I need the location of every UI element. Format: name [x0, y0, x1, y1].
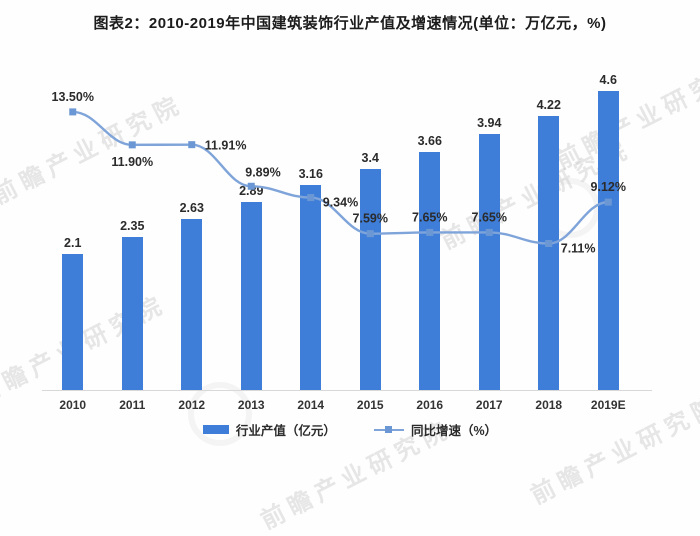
x-tick-label: 2011 [119, 398, 146, 412]
bar-2013 [240, 202, 262, 390]
bar-value-label: 2.35 [120, 219, 145, 234]
bar-2016 [419, 152, 441, 390]
bar-2017 [478, 133, 500, 390]
bar-2012 [181, 219, 203, 390]
bar-2010 [62, 253, 84, 390]
x-tick-label: 2016 [416, 398, 444, 412]
bar-2018 [538, 115, 560, 390]
x-tick-label: 2019E [590, 398, 626, 412]
x-tick-label: 2010 [59, 398, 87, 412]
watermark-text: 前瞻产业研究院 [0, 90, 189, 210]
legend-label-line: 同比增速（%） [410, 424, 498, 438]
x-tick-label: 2014 [297, 398, 325, 412]
x-tick-label: 2015 [356, 398, 384, 412]
bar-value-label: 4.22 [536, 97, 561, 112]
bar-value-label: 2.1 [64, 235, 82, 250]
bar-swatch-icon [202, 425, 229, 434]
line-swatch-icon [373, 425, 404, 434]
bar-value-label: 3.4 [361, 151, 379, 165]
chart-title: 图表2：2010-2019年中国建筑装饰行业产值及增速情况(单位：万亿元，%) [93, 15, 607, 32]
line-value-label: 9.89% [245, 165, 280, 179]
line-value-label: 7.11% [561, 242, 596, 256]
line-value-label: 9.34% [323, 196, 358, 210]
x-tick-label: 2017 [475, 398, 503, 412]
line-value-label: 13.50% [52, 90, 94, 104]
chart-legend: 行业产值（亿元） 同比增速（%） [0, 420, 700, 439]
bar-2019E [597, 91, 619, 390]
line-value-label: 11.91% [205, 139, 247, 153]
x-tick-label: 2012 [178, 398, 206, 412]
line-marker [69, 108, 77, 116]
line-series: 13.50%11.90%11.91%9.89%9.34%7.59% 7.65% 7.… [52, 90, 626, 256]
bar-value-label: 2.63 [179, 201, 204, 216]
legend-label-bar: 行业产值（亿元） [235, 424, 336, 438]
legend-item-line: 同比增速（%） [373, 420, 498, 439]
bar-value-label: 3.66 [417, 134, 442, 149]
line-value-label: 11.90% [111, 155, 153, 169]
x-tick-label: 2018 [535, 398, 563, 412]
bar-2015 [359, 169, 381, 390]
x-axis-line [42, 390, 652, 391]
legend-item-bar: 行业产值（亿元） [202, 420, 336, 439]
line-marker [128, 141, 136, 149]
x-tick-label: 2013 [237, 398, 265, 412]
watermark-text: 前瞻产业研究院 [551, 55, 700, 175]
bar-2011 [121, 237, 143, 390]
bar-2014 [300, 184, 322, 390]
watermark-text: 前瞻产业研究院 [0, 290, 172, 410]
growth-line [72, 110, 609, 245]
bar-value-label: 2.89 [239, 184, 264, 199]
bar-value-label: 3.16 [298, 166, 323, 181]
bar-value-label: 4.6 [599, 73, 617, 87]
line-marker [188, 141, 196, 149]
combo-chart: 图表2：2010-2019年中国建筑装饰行业产值及增速情况(单位：万亿元，%) … [0, 15, 700, 535]
bar-value-label: 3.94 [477, 115, 502, 130]
